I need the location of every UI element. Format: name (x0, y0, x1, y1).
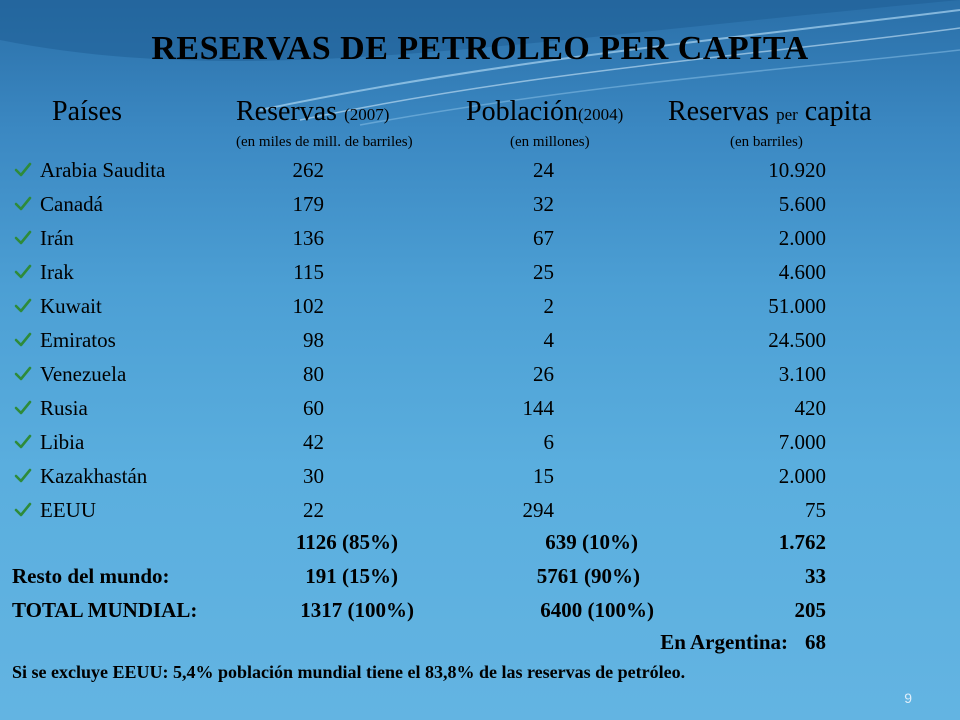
country-name: Canadá (40, 192, 103, 216)
reservas-value: 179 (292, 192, 325, 216)
footnote: Si se excluye EEUU: 5,4% población mundi… (12, 662, 686, 682)
header-reservas-label: Reservas (236, 96, 345, 127)
table-row: Canadá 179 32 5.600 (0, 192, 960, 224)
poblacion-value: 24 (533, 158, 554, 182)
poblacion-value: 2 (543, 294, 555, 318)
poblacion-value: 32 (533, 192, 554, 216)
per-capita-value: 10.920 (768, 158, 826, 182)
poblacion-value: 144 (522, 396, 555, 420)
table-row: Libia 42 6 7.000 (0, 430, 960, 462)
resto-reservas: 191 (15%) (305, 564, 398, 588)
subtotal-poblacion: 639 (10%) (545, 530, 638, 554)
reservas-value: 42 (303, 430, 324, 454)
header-poblacion: Población(2004) (466, 96, 623, 128)
country-name: Venezuela (40, 362, 127, 386)
poblacion-value: 4 (543, 328, 555, 352)
header-reservas: Reservas (2007) (236, 96, 389, 128)
country-name: Libia (40, 430, 85, 454)
reservas-value: 102 (292, 294, 325, 318)
per-capita-value: 7.000 (778, 430, 826, 454)
poblacion-value: 294 (522, 498, 555, 522)
per-capita-value: 3.100 (778, 362, 826, 386)
per-capita-value: 75 (805, 498, 826, 522)
country-name: Arabia Saudita (40, 158, 166, 182)
table-row: EEUU 22 294 75 (0, 498, 960, 530)
sub-reservas: (en miles de mill. de barriles) (236, 134, 413, 150)
checkmark-icon (14, 162, 32, 177)
poblacion-value: 25 (533, 260, 554, 284)
country-name: Rusia (40, 396, 88, 420)
checkmark-icon (14, 502, 32, 517)
per-capita-value: 420 (794, 396, 827, 420)
per-capita-value: 2.000 (778, 464, 826, 488)
header-per-capita: Reservas per capita (668, 96, 872, 128)
total-reservas: 1317 (100%) (300, 598, 414, 622)
header-poblacion-label: Población (466, 96, 578, 127)
reservas-value: 60 (303, 396, 324, 420)
header-reservas-year: (2007) (344, 105, 390, 124)
resto-label: Resto del mundo: (12, 564, 170, 588)
header-paises: Países (52, 96, 122, 127)
checkmark-icon (14, 264, 32, 279)
checkmark-icon (14, 366, 32, 381)
checkmark-icon (14, 468, 32, 483)
country-name: Emiratos (40, 328, 116, 352)
resto-per-capita: 33 (805, 564, 826, 588)
reservas-value: 262 (292, 158, 325, 182)
reservas-value: 98 (303, 328, 324, 352)
reservas-value: 22 (303, 498, 324, 522)
checkmark-icon (14, 434, 32, 449)
page-number: 9 (904, 690, 912, 706)
resto-poblacion: 5761 (90%) (536, 564, 640, 588)
table-row: Emiratos 98 4 24.500 (0, 328, 960, 360)
per-capita-value: 51.000 (768, 294, 826, 318)
country-name: EEUU (40, 498, 96, 522)
poblacion-value: 67 (533, 226, 554, 250)
table-row: Venezuela 80 26 3.100 (0, 362, 960, 394)
table-row: Arabia Saudita 262 24 10.920 (0, 158, 960, 190)
poblacion-value: 6 (543, 430, 555, 454)
sub-poblacion: (en millones) (510, 134, 590, 150)
poblacion-value: 26 (533, 362, 554, 386)
per-capita-value: 2.000 (778, 226, 826, 250)
country-name: Kazakhastán (40, 464, 148, 488)
argentina-label: En Argentina: (660, 630, 788, 654)
per-capita-value: 4.600 (778, 260, 826, 284)
subtotal-reservas: 1126 (85%) (295, 530, 398, 554)
table-row: Rusia 60 144 420 (0, 396, 960, 428)
checkmark-icon (14, 298, 32, 313)
total-poblacion: 6400 (100%) (540, 598, 654, 622)
header-pc-label: Reservas (668, 96, 777, 127)
poblacion-value: 15 (533, 464, 554, 488)
slide-title: RESERVAS DE PETROLEO PER CAPITA (151, 30, 809, 67)
checkmark-icon (14, 230, 32, 245)
total-label: TOTAL MUNDIAL: (12, 598, 198, 622)
header-per: per (776, 105, 798, 124)
subtotal-per-capita: 1.762 (778, 530, 826, 554)
header-poblacion-year: (2004) (578, 105, 624, 124)
argentina-value: 68 (805, 630, 826, 654)
table-row: Irak 115 25 4.600 (0, 260, 960, 292)
header-capita: capita (797, 96, 872, 127)
table-row: Irán 136 67 2.000 (0, 226, 960, 258)
sub-per-capita: (en barriles) (730, 134, 803, 150)
country-name: Irak (40, 260, 74, 284)
checkmark-icon (14, 400, 32, 415)
reservas-value: 30 (303, 464, 324, 488)
reservas-value: 80 (303, 362, 324, 386)
checkmark-icon (14, 332, 32, 347)
country-name: Kuwait (40, 294, 102, 318)
table-row: Kazakhastán 30 15 2.000 (0, 464, 960, 496)
country-name: Irán (40, 226, 74, 250)
reservas-value: 136 (292, 226, 325, 250)
total-per-capita: 205 (794, 598, 827, 622)
per-capita-value: 5.600 (778, 192, 826, 216)
checkmark-icon (14, 196, 32, 211)
table-row: Kuwait 102 2 51.000 (0, 294, 960, 326)
per-capita-value: 24.500 (768, 328, 826, 352)
reservas-value: 115 (293, 260, 324, 284)
